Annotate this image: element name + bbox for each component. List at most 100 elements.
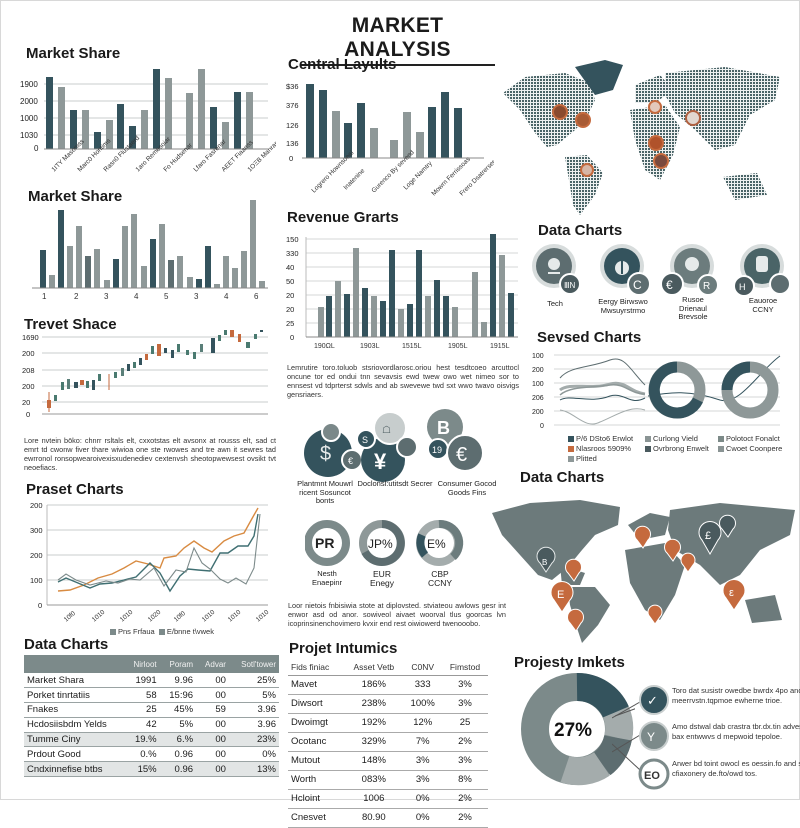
sector-caption-tech: Tech [547,299,563,308]
svg-text:2: 2 [74,292,79,301]
euro-small-icon: € [348,456,353,466]
world-map-dotted [503,60,780,215]
svg-text:£: £ [705,530,711,542]
table-row: Mutout 148% 3% 3% [288,751,488,771]
revenue-grants-title: Revenue Grarts [287,209,399,226]
svg-text:Loge Namtry: Loge Namtry [402,160,434,192]
world-map-pins: B E £ ε [492,500,795,643]
svg-text:136: 136 [286,139,299,148]
table-row: Hcloint 1006 0% 2% [288,789,488,809]
projesty-note-icons: ✓ Y EO [638,685,670,790]
revenue-grants-paragraph: Lemrutire toro.toluob stsriovordlarosc.o… [287,363,519,399]
table-row: Mavet 186% 333 3% [288,675,488,695]
svg-text:1010: 1010 [119,609,135,624]
svg-text:1010: 1010 [227,609,243,624]
r-icon: R [703,281,710,292]
market-share-2-title: Market Share [28,188,123,205]
trevet-shace-title: Trevet Shace [24,316,117,333]
table-row: Porket tinrtatiis 58 15:96 00 5% [24,687,279,704]
svg-text:ε: ε [729,587,734,599]
currency-caption-2: Doclonsl:utitsdt Secrer [357,479,433,488]
currency-icon-cluster: $ € ¥ ☖ S B 19 € [304,409,484,482]
sevsed-charts-line-chart: 100 200 100 206 200 0 [532,353,781,430]
svg-text:200: 200 [22,349,35,358]
svg-text:1915L: 1915L [490,343,510,350]
svg-text:376: 376 [286,101,299,110]
currency-caption-3: Consumer Gocod Goods Fins [437,479,497,497]
table-header-row: Fids finiac Asset Vetb C0NV Fimstod [288,659,488,676]
svg-text:206: 206 [532,395,544,402]
sevsed-charts-title: Sevsed Charts [537,329,642,346]
svg-text:10f0: 10f0 [173,610,187,624]
map-pins [552,100,701,177]
svg-text:4: 4 [134,292,139,301]
ring-stats-paragraph: Loor nietois fnbisiwia stote at diplovst… [288,601,506,628]
svg-text:40: 40 [286,263,294,272]
svg-text:25: 25 [286,319,294,328]
table-header-row: Nirloot Poram Advar Sotl'tower [24,655,279,673]
svg-text:0: 0 [540,423,544,430]
svg-text:3: 3 [194,292,199,301]
sector-caption-energy: Eergy Birwswo Mwsuyrstrmo [598,297,648,315]
table-row: Market Shara 1991 9.96 00 25% [24,673,279,689]
market-share-title: Market Share [26,45,121,62]
svg-text:150: 150 [286,235,299,244]
sevsed-charts-legend-col2: Curlong Vield Ovrbrong Enwelt [645,434,709,454]
table-row: Worth 083% 3% 8% [288,770,488,790]
table-row: Hcdosiisbdm Yelds 42 5% 00 3.96 [24,717,279,733]
svg-text:B: B [542,558,547,567]
revenue-grants-bar-chart: 150 330 40 50 20 20 25 0 190ΩL 1903L 151… [286,234,518,350]
svg-text:0: 0 [34,144,39,153]
dollar-icon: $ [320,443,331,465]
svg-text:1515L: 1515L [402,343,422,350]
svg-text:1903L: 1903L [360,343,380,350]
svg-text:1030: 1030 [20,131,38,140]
svg-text:E%: E% [427,537,446,551]
svg-text:330: 330 [286,249,299,258]
svg-text:0: 0 [38,601,42,610]
svg-text:50: 50 [286,277,294,286]
map-location-pins: B E £ ε [536,514,746,632]
svg-text:1: 1 [42,292,47,301]
svg-text:6: 6 [254,292,259,301]
svg-text:$36: $36 [286,82,299,91]
data-charts-map-title: Data Charts [520,469,605,486]
central-layouts-title: Central Layults [288,56,397,73]
svg-text:1010: 1010 [91,609,107,624]
svg-text:20: 20 [286,291,294,300]
projesty-imkets-donut: 27% [521,673,635,786]
h-icon: H [739,282,746,292]
legend-swatch [110,629,116,636]
projet-intumics-title: Projet Intumics [289,640,398,657]
svg-text:Inatenine: Inatenine [342,167,366,191]
projesty-note-2: Amo dstwal dab crastra tbr.dx.tin adveso… [672,722,800,741]
s-icon: S [362,435,368,445]
currency-caption-1: Plantmnt Mouwrl ricent Sosuncot bonts [297,479,353,505]
b-icon: B [437,418,450,438]
market-share-bar-chart: 1900 2000 1000 1030 0 1ΙΤΥ Masoniss Marc… [20,69,276,173]
projesty-leader-lines [612,701,641,771]
svg-text:JP%: JP% [368,537,393,551]
svg-text:1010: 1010 [201,609,217,624]
page-title: MARKET ANALYSIS [300,14,495,66]
projet-intumics-table: Fids finiac Asset Vetb C0NV Fimstod Mave… [288,659,488,828]
svg-text:126: 126 [286,121,299,130]
svg-text:10f0: 10f0 [63,610,77,624]
table-row: Ocotanc 329% 7% 2% [288,732,488,752]
praset-charts-title: Praset Charts [26,481,124,498]
svg-text:0: 0 [289,154,293,163]
legend-swatch [158,629,165,636]
svg-text:1905L: 1905L [448,343,468,350]
svg-text:4: 4 [224,292,229,301]
svg-text:200: 200 [30,501,43,510]
svg-text:20: 20 [286,305,294,314]
ring-stats-donuts: PR JP% E% [305,519,464,566]
euro-icon: € [456,444,467,466]
svg-text:0: 0 [26,410,30,419]
svg-text:1010: 1010 [255,609,271,624]
svg-text:1900: 1900 [20,80,38,89]
projesty-note-1: Toro dat susistr owedbe bwrdx 4po and d … [672,686,800,705]
svg-text:27%: 27% [554,720,592,741]
praset-charts-legend: Pns Frfaua E/bnne t\vwek [110,627,214,636]
svg-text:100: 100 [532,381,544,388]
